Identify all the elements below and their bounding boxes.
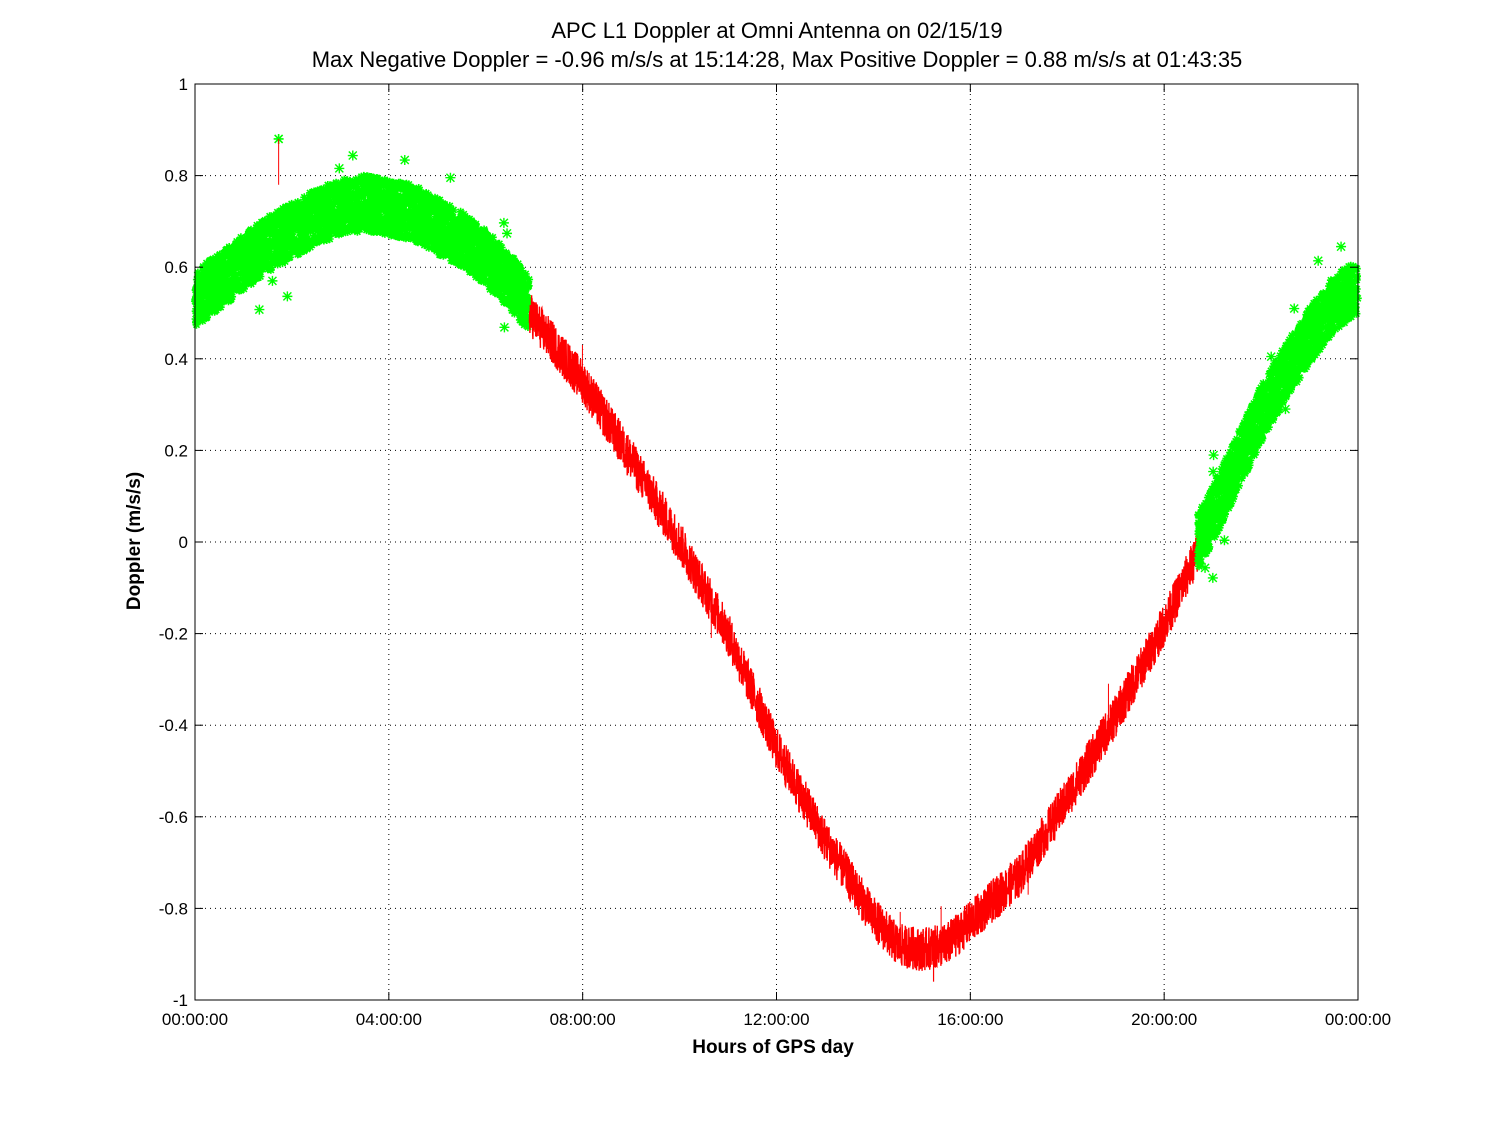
series-line — [528, 295, 1199, 971]
series-outlier — [1207, 572, 1218, 583]
series-2 — [528, 295, 1199, 971]
series-outlier — [1336, 241, 1347, 252]
y-tick-label: 0.8 — [164, 167, 188, 186]
series-markers — [191, 171, 534, 331]
y-tick-label: -0.4 — [159, 716, 188, 735]
series-outlier — [1313, 255, 1324, 266]
series-outlier — [1280, 404, 1291, 415]
x-tick-label: 20:00:00 — [1131, 1010, 1197, 1029]
y-tick-label: -0.2 — [159, 625, 188, 644]
y-axis-label: Doppler (m/s/s) — [124, 472, 145, 610]
series-outlier — [445, 172, 456, 183]
series-1 — [191, 150, 534, 333]
series-outlier — [334, 163, 345, 174]
x-tick-label: 08:00:00 — [550, 1010, 616, 1029]
x-tick-label: 04:00:00 — [356, 1010, 422, 1029]
series-outlier — [399, 155, 410, 166]
series-markers — [1194, 261, 1362, 571]
x-tick-label: 00:00:00 — [162, 1010, 228, 1029]
series-layer — [191, 133, 1362, 982]
series-outlier — [1200, 562, 1211, 573]
y-tick-label: -1 — [173, 991, 188, 1010]
x-tick-label: 12:00:00 — [743, 1010, 809, 1029]
series-outlier — [347, 150, 358, 161]
y-tick-label: -0.6 — [159, 808, 188, 827]
y-tick-label: 0 — [179, 533, 188, 552]
axis-ticks: 00:00:00 04:00:00 08:00:00 12:00:00 16:00:00… — [159, 75, 1391, 1029]
y-tick-label: 1 — [179, 75, 188, 94]
series-outlier — [267, 275, 278, 286]
series-outlier — [502, 228, 513, 239]
series-outlier — [1289, 303, 1300, 314]
x-tick-label: 00:00:00 — [1325, 1010, 1391, 1029]
series-outlier — [282, 291, 293, 302]
chart-title: APC L1 Doppler at Omni Antenna on 02/15/… — [551, 18, 1002, 43]
y-tick-label: 0.2 — [164, 441, 188, 460]
series-outlier — [1208, 466, 1219, 477]
chart-subtitle: Max Negative Doppler = -0.96 m/s/s at 15… — [312, 47, 1243, 72]
series-outlier — [254, 304, 265, 315]
y-tick-label: -0.8 — [159, 899, 188, 918]
y-tick-label: 0.4 — [164, 350, 188, 369]
x-tick-label: 16:00:00 — [937, 1010, 1003, 1029]
y-tick-label: 0.6 — [164, 258, 188, 277]
series-outlier — [499, 322, 510, 333]
x-axis-label: Hours of GPS day — [692, 1037, 854, 1058]
series-3 — [1194, 241, 1362, 583]
series-outlier — [1208, 450, 1219, 461]
series-outlier — [1219, 535, 1230, 546]
series-outlier — [1266, 351, 1277, 362]
series-outlier — [498, 217, 509, 228]
